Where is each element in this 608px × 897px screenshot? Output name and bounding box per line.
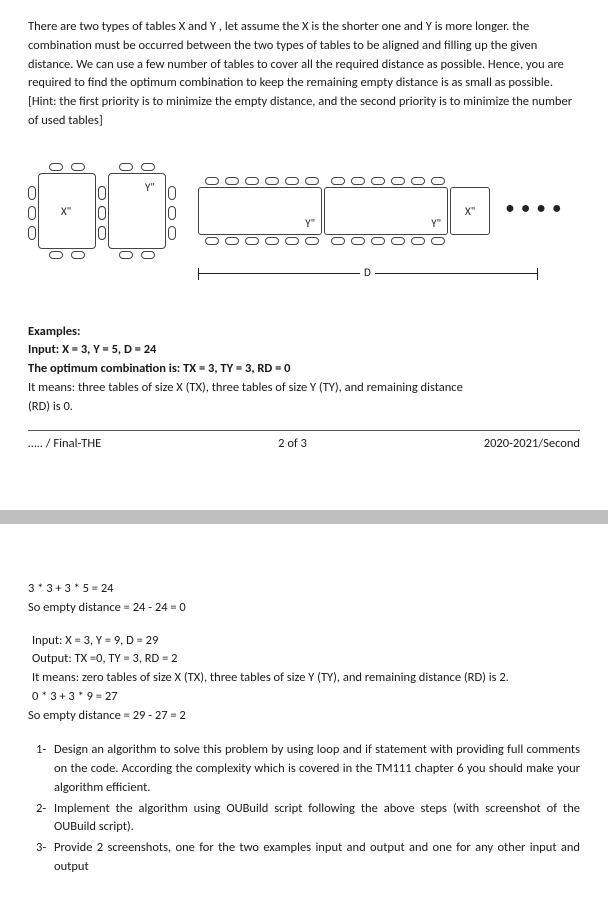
examples-heading: Examples: [28, 323, 580, 342]
example1-output: The optimum combination is: TX = 3, TY =… [28, 360, 580, 379]
q2-number: 2- [28, 800, 54, 838]
q2-text: Implement the algorithm using OUBuild sc… [54, 800, 580, 838]
example1-input: Input: X = 3, Y = 5, D = 24 [28, 341, 580, 360]
label-y-long2: Y" [431, 216, 441, 233]
footer-center: 2 of 3 [278, 435, 307, 454]
small-table-x: X" [38, 173, 96, 249]
example1-explain1: It means: three tables of size X (TX), t… [28, 379, 580, 398]
q1-number: 1- [28, 741, 54, 797]
long-table-y2: Y" [324, 187, 448, 235]
example2-calc1: 0 * 3 + 3 * 9 = 27 [32, 688, 580, 707]
intro-paragraph: There are two types of tables X and Y , … [28, 18, 580, 131]
calc-line-2: So empty distance = 24 - 24 = 0 [28, 599, 580, 618]
footer-right: 2020-2021/Second [484, 435, 580, 454]
example1-explain2: (RD) is 0. [28, 398, 580, 417]
example2-output: Output: TX =0, TY = 3, RD = 2 [32, 650, 580, 669]
dimension-line: D [198, 273, 538, 274]
example2-calc2: So empty distance = 29 - 27 = 2 [28, 707, 580, 726]
label-y-long1: Y" [305, 216, 315, 233]
q3-text: Provide 2 screenshots, one for the two e… [54, 839, 580, 877]
footer-left: ….. / Final-THE [28, 435, 101, 454]
page-separator [0, 510, 608, 524]
tables-diagram: X" Y" [38, 149, 580, 309]
label-x-long: X" [465, 204, 475, 221]
small-table-y: Y" [108, 173, 166, 249]
long-table-x: X" [450, 187, 490, 235]
continuation-dots: • • • • [506, 197, 563, 221]
example2-explain: It means: zero tables of size X (TX), th… [32, 669, 580, 688]
dimension-label: D [360, 265, 375, 282]
calc-line-1: 3 * 3 + 3 * 5 = 24 [28, 580, 580, 599]
q1-text: Design an algorithm to solve this proble… [54, 741, 580, 797]
label-y-small: Y" [145, 180, 155, 197]
long-table-y1: Y" [198, 187, 322, 235]
q3-number: 3- [28, 839, 54, 877]
example2-input: Input: X = 3, Y = 9, D = 29 [32, 632, 580, 651]
examples-block: Examples: Input: X = 3, Y = 5, D = 24 Th… [28, 323, 580, 417]
questions-list: 1- Design an algorithm to solve this pro… [28, 741, 580, 876]
label-x1: X" [61, 204, 71, 221]
page-footer: ….. / Final-THE 2 of 3 2020-2021/Second [28, 430, 580, 454]
